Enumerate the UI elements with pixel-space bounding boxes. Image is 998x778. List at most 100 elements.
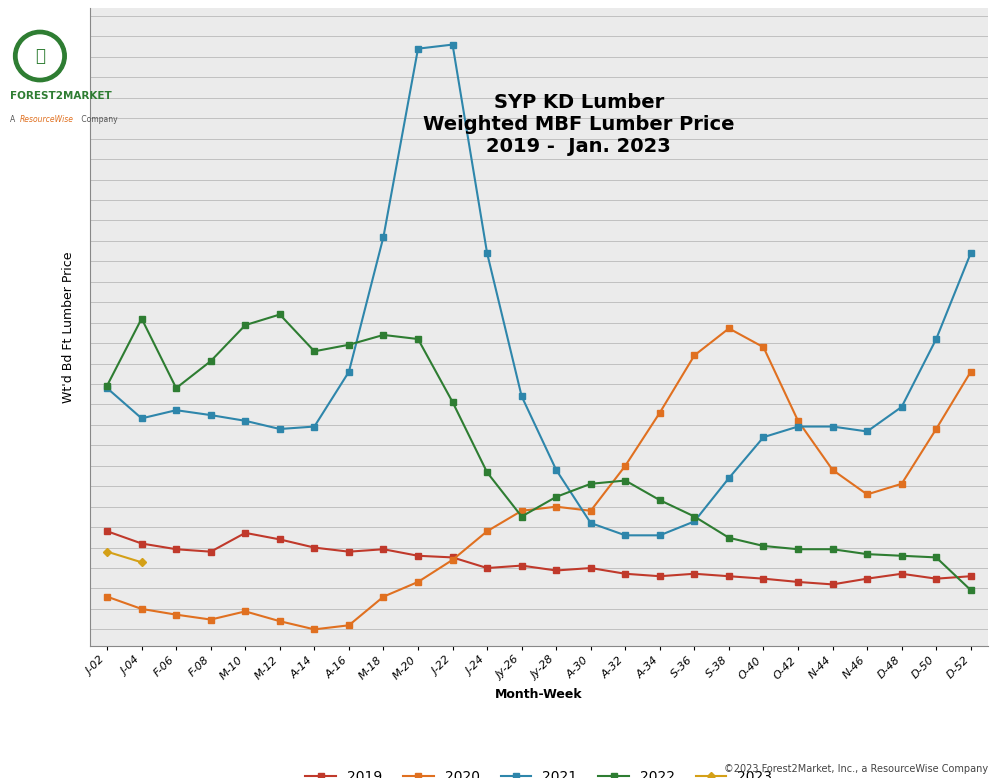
Text: ResourceWise: ResourceWise [20,114,74,124]
2021 [516,391,528,401]
2021 [308,422,320,431]
2022 [654,496,666,505]
2022 [689,512,701,521]
2022 [723,533,735,542]
2019 [965,572,977,581]
2019 [377,545,389,554]
2020 [136,605,148,614]
2020 [377,592,389,601]
2023 [101,547,113,556]
2021 [205,411,217,420]
2022 [205,356,217,366]
Legend: 2019, 2020, 2021, 2022, 2023: 2019, 2020, 2021, 2022, 2023 [299,764,778,778]
2019 [516,561,528,570]
2022 [550,492,562,502]
2020 [620,461,632,471]
2020 [550,502,562,511]
2021 [446,40,458,49]
2019 [343,547,355,556]
2022 [171,384,183,393]
2020 [171,610,183,619]
2021 [550,465,562,475]
2022 [965,586,977,595]
2021 [930,335,942,344]
2020 [308,625,320,634]
2022 [861,549,873,559]
2019 [930,574,942,584]
2019 [273,534,285,544]
2020 [826,465,838,475]
2021 [792,422,804,431]
Text: SYP KD Lumber
Weighted MBF Lumber Price
2019 -  Jan. 2023: SYP KD Lumber Weighted MBF Lumber Price … [423,93,735,156]
2021 [377,232,389,241]
2019 [101,527,113,536]
2022 [136,314,148,323]
2022 [585,479,597,489]
2022 [412,335,424,344]
2019 [205,547,217,556]
2022 [446,398,458,407]
2023 [136,558,148,567]
2022 [273,310,285,319]
Text: 🌲: 🌲 [35,47,45,65]
2022 [620,476,632,485]
2020 [205,615,217,624]
2020 [481,527,493,536]
2021 [136,414,148,423]
2021 [101,384,113,393]
2021 [965,248,977,258]
Line: 2021: 2021 [105,42,973,538]
2019 [792,577,804,587]
2021 [654,531,666,540]
2019 [412,551,424,560]
2020 [585,506,597,516]
2022 [516,512,528,521]
2020 [792,416,804,426]
Text: Company: Company [80,114,118,124]
Circle shape [18,35,62,77]
Line: 2019: 2019 [105,528,973,587]
Line: 2023: 2023 [105,549,145,565]
2021 [171,405,183,415]
2020 [757,342,769,352]
2022 [101,381,113,391]
2022 [481,468,493,477]
2019 [654,572,666,581]
2022 [792,545,804,554]
Line: 2022: 2022 [105,312,973,593]
2019 [136,539,148,548]
2022 [343,340,355,349]
2019 [723,572,735,581]
2019 [585,563,597,573]
2020 [343,621,355,630]
2022 [757,541,769,551]
2020 [895,479,907,489]
2020 [723,324,735,333]
2021 [757,433,769,442]
2019 [446,552,458,562]
2021 [343,367,355,377]
2021 [723,473,735,482]
2020 [412,577,424,587]
2020 [930,424,942,433]
2019 [757,574,769,584]
2021 [689,517,701,526]
2020 [273,616,285,626]
2021 [895,402,907,412]
Text: ©2023 Forest2Market, Inc., a ResourceWise Company: ©2023 Forest2Market, Inc., a ResourceWis… [724,764,988,774]
2019 [895,569,907,578]
2022 [895,551,907,560]
Y-axis label: Wt'd Bd Ft Lumber Price: Wt'd Bd Ft Lumber Price [63,251,76,402]
2019 [308,543,320,552]
2022 [826,545,838,554]
2020 [240,607,251,616]
2022 [377,331,389,340]
2021 [273,424,285,433]
2021 [240,416,251,426]
2022 [240,321,251,330]
Text: A: A [10,114,18,124]
2020 [861,490,873,499]
2019 [550,566,562,575]
2019 [481,563,493,573]
2019 [240,528,251,538]
